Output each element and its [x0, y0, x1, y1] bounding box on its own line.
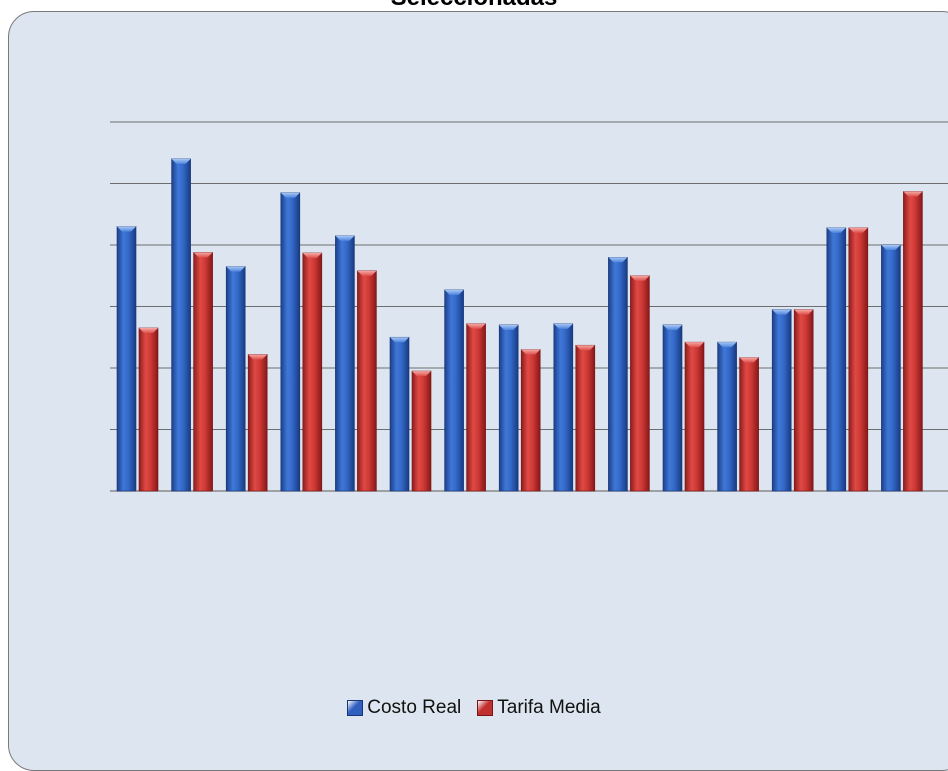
bars: [116, 158, 923, 492]
legend-item-costo-real: Costo Real: [347, 697, 461, 719]
bar-costo-real: [771, 309, 792, 492]
bar-tarifa-media: [193, 252, 213, 492]
bar-costo-real: [280, 192, 301, 492]
bar-tarifa-media: [466, 323, 486, 492]
plot-area: [110, 121, 948, 492]
bar-costo-real: [717, 341, 737, 492]
bar-costo-real: [826, 227, 847, 492]
bar-tarifa-media: [138, 327, 159, 492]
bar-costo-real: [171, 158, 191, 492]
bar-costo-real: [116, 226, 137, 492]
bar-costo-real: [662, 324, 683, 492]
chart-title: Seleccionadas: [0, 0, 948, 13]
bar-tarifa-media: [411, 370, 432, 492]
bar-tarifa-media: [848, 227, 869, 492]
bar-tarifa-media: [575, 344, 596, 492]
legend-swatch-costo-real: [347, 700, 364, 716]
bar-tarifa-media: [903, 191, 923, 492]
bar-tarifa-media: [247, 354, 268, 492]
bar-tarifa-media: [739, 357, 759, 492]
bar-costo-real: [389, 336, 410, 492]
bar-tarifa-media: [630, 275, 650, 492]
bar-tarifa-media: [302, 252, 323, 492]
bar-costo-real: [553, 323, 574, 492]
bar-tarifa-media: [357, 270, 377, 492]
bar-tarifa-media: [793, 309, 814, 492]
legend-label-tarifa-media: Tarifa Media: [497, 697, 601, 718]
bar-tarifa-media: [684, 341, 705, 492]
legend: Costo Real Tarifa Media: [0, 695, 948, 721]
bar-costo-real: [444, 289, 464, 492]
legend-label-costo-real: Costo Real: [367, 697, 462, 718]
bar-costo-real: [608, 256, 628, 492]
bar-costo-real: [881, 244, 901, 492]
bar-tarifa-media: [520, 349, 541, 492]
bar-costo-real: [498, 324, 519, 492]
legend-item-tarifa-media: Tarifa Media: [477, 697, 601, 719]
bar-costo-real: [335, 235, 355, 492]
legend-swatch-tarifa-media: [477, 700, 494, 716]
bar-costo-real: [225, 266, 246, 492]
